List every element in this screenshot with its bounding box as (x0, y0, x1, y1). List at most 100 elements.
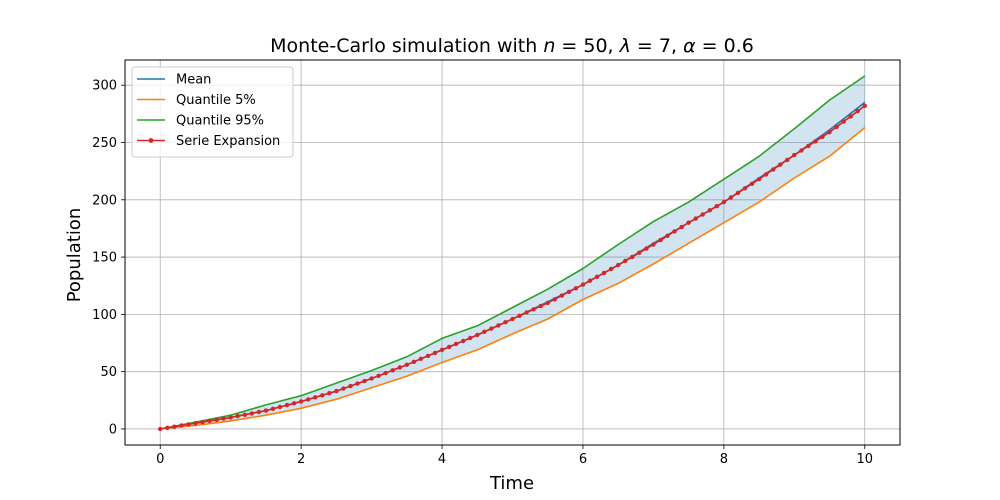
x-tick-label: 2 (297, 452, 305, 467)
x-tick-label: 10 (856, 452, 873, 467)
legend-label-quantile-95: Quantile 95% (176, 114, 264, 129)
series-marker-serie-expansion (186, 422, 191, 427)
series-marker-serie-expansion (172, 424, 177, 429)
legend-label-quantile-5: Quantile 5% (176, 93, 256, 108)
series-marker-serie-expansion (397, 365, 402, 370)
chart-title: Monte-Carlo simulation with n = 50, λ = … (270, 35, 754, 57)
x-axis-label: Time (489, 473, 534, 494)
series-marker-serie-expansion (778, 162, 783, 167)
series-marker-serie-expansion (665, 233, 670, 238)
series-marker-serie-expansion (341, 386, 346, 391)
series-marker-serie-expansion (771, 167, 776, 172)
series-marker-serie-expansion (482, 329, 487, 334)
series-marker-serie-expansion (552, 297, 557, 302)
series-marker-serie-expansion (679, 224, 684, 230)
legend-box (131, 66, 294, 158)
series-marker-serie-expansion (658, 237, 663, 243)
series-marker-serie-expansion (503, 320, 508, 325)
series-marker-serie-expansion (827, 130, 832, 135)
series-marker-serie-expansion (263, 408, 269, 413)
series-marker-serie-expansion (453, 341, 459, 347)
x-tick-label: 6 (579, 452, 587, 467)
x-tick-label: 8 (720, 452, 728, 467)
series-marker-serie-expansion (693, 216, 698, 221)
series-marker-serie-expansion (806, 143, 811, 149)
series-marker-serie-expansion (291, 401, 297, 406)
series-marker-serie-expansion (432, 350, 438, 356)
series-marker-serie-expansion (320, 393, 325, 398)
series-marker-serie-expansion (566, 289, 572, 295)
series-marker-serie-expansion (735, 190, 741, 196)
series-marker-serie-expansion (608, 266, 614, 272)
series-marker-serie-expansion (841, 119, 846, 124)
series-marker-serie-expansion (799, 148, 804, 153)
series-marker-serie-expansion (763, 172, 769, 177)
series-marker-serie-expansion (756, 177, 762, 182)
series-marker-serie-expansion (594, 274, 600, 279)
series-marker-serie-expansion (637, 250, 642, 255)
series-line-quantile-5 (160, 126, 866, 430)
series-marker-serie-expansion (559, 293, 564, 298)
series-marker-serie-expansion (707, 208, 712, 213)
legend-marker (148, 138, 154, 143)
series-marker-serie-expansion (158, 426, 163, 432)
plot-area-frame (124, 59, 901, 446)
series-marker-serie-expansion (418, 356, 424, 361)
series-marker-serie-expansion (390, 368, 395, 373)
series-marker-serie-expansion (496, 323, 501, 328)
y-tick-label: 200 (92, 193, 117, 208)
series-marker-serie-expansion (411, 359, 417, 364)
legend: Mean Quantile 5% Quantile 95% Serie Expansi… (131, 66, 294, 158)
series-marker-serie-expansion (531, 307, 536, 312)
series-marker-serie-expansion (587, 278, 593, 283)
series-marker-serie-expansion (580, 282, 586, 287)
series-marker-serie-expansion (813, 139, 818, 144)
series-marker-serie-expansion (298, 399, 304, 404)
series-marker-serie-expansion (510, 316, 515, 322)
series-marker-serie-expansion (644, 246, 649, 251)
series-marker-serie-expansion (179, 423, 184, 428)
series-marker-serie-expansion (165, 425, 170, 430)
series-marker-serie-expansion (221, 416, 226, 421)
y-tick-label: 250 (92, 136, 117, 151)
series-marker-serie-expansion (355, 381, 360, 386)
x-tick-label: 0 (156, 452, 164, 467)
series-marker-serie-expansion (616, 262, 621, 268)
series-marker-serie-expansion (714, 204, 719, 209)
series-marker-serie-expansion (461, 338, 466, 344)
series-marker-serie-expansion (524, 310, 529, 315)
series-marker-serie-expansion (672, 229, 677, 234)
series-marker-serie-expansion (383, 370, 388, 376)
series-marker-serie-expansion (270, 406, 276, 411)
x-tick-label: 4 (438, 452, 446, 467)
series-marker-serie-expansion (207, 418, 212, 424)
series-marker-serie-expansion (362, 378, 367, 384)
series-marker-serie-expansion (425, 353, 431, 359)
series-marker-serie-expansion (348, 383, 353, 389)
y-tick-label: 300 (92, 79, 117, 94)
legend-label-serie-expansion: Serie Expansion (176, 134, 280, 149)
series-marker-serie-expansion (404, 362, 409, 367)
y-tick-label: 150 (92, 251, 117, 266)
series-marker-serie-expansion (489, 326, 494, 331)
series-marker-serie-expansion (820, 134, 825, 139)
series-marker-serie-expansion (228, 415, 233, 420)
series-marker-serie-expansion (306, 397, 311, 402)
series-marker-serie-expansion (785, 157, 790, 163)
series-marker-serie-expansion (277, 404, 283, 410)
y-tick-label: 0 (109, 422, 117, 437)
series-marker-serie-expansion (792, 152, 797, 158)
series-marker-serie-expansion (749, 181, 755, 186)
y-axis-label: Population (64, 208, 85, 303)
legend-label-mean: Mean (176, 73, 211, 88)
series-marker-serie-expansion (214, 417, 219, 422)
series-marker-serie-expansion (834, 124, 839, 130)
series-marker-serie-expansion (235, 413, 240, 419)
series-lines (158, 75, 867, 432)
series-marker-serie-expansion (630, 254, 635, 260)
series-marker-serie-expansion (256, 409, 262, 415)
series-marker-serie-expansion (193, 421, 198, 426)
series-marker-serie-expansion (517, 313, 522, 318)
series-marker-serie-expansion (721, 199, 727, 205)
